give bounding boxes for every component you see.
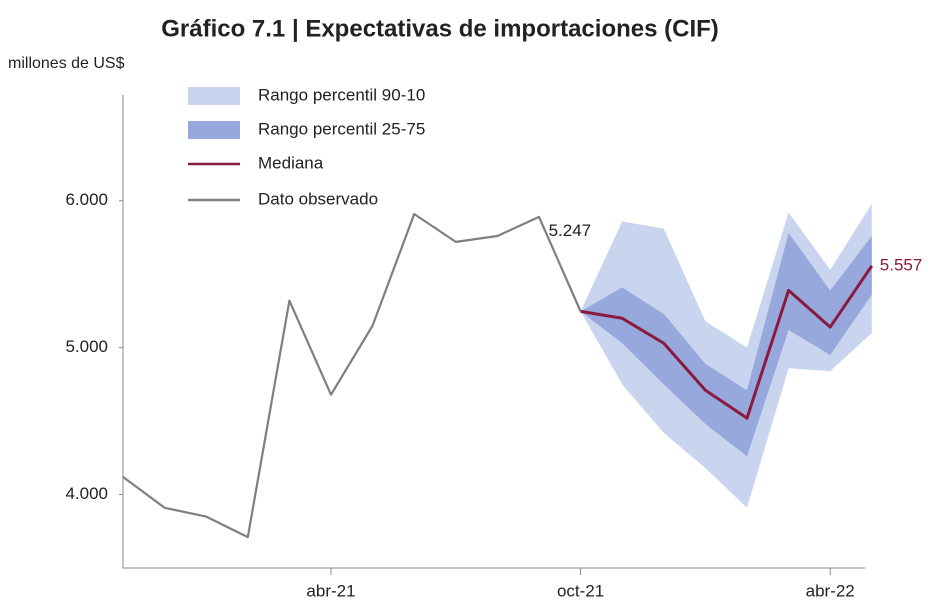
y-tick-label: 6.000 (65, 190, 108, 209)
value-label: 5.557 (880, 255, 923, 274)
series-line (122, 212, 582, 539)
legend-swatch (188, 87, 240, 105)
chart-title: Gráfico 7.1 | Expectativas de importacio… (161, 15, 719, 42)
x-tick-label: oct-21 (557, 581, 604, 600)
legend-swatch (188, 121, 240, 139)
legend-label: Dato observado (258, 189, 378, 208)
value-label: 5.247 (549, 221, 592, 240)
legend-label: Rango percentil 25-75 (258, 119, 425, 138)
y-axis-label: millones de US$ (8, 55, 125, 72)
x-tick-label: abr-21 (306, 581, 355, 600)
legend-label: Rango percentil 90-10 (258, 85, 425, 104)
series-line (580, 264, 874, 420)
percentile-band (580, 203, 872, 508)
x-tick-label: abr-22 (806, 581, 855, 600)
percentile-band (580, 233, 872, 457)
y-tick-label: 5.000 (65, 337, 108, 356)
y-tick-label: 4.000 (65, 484, 108, 503)
legend-label: Mediana (258, 153, 324, 172)
